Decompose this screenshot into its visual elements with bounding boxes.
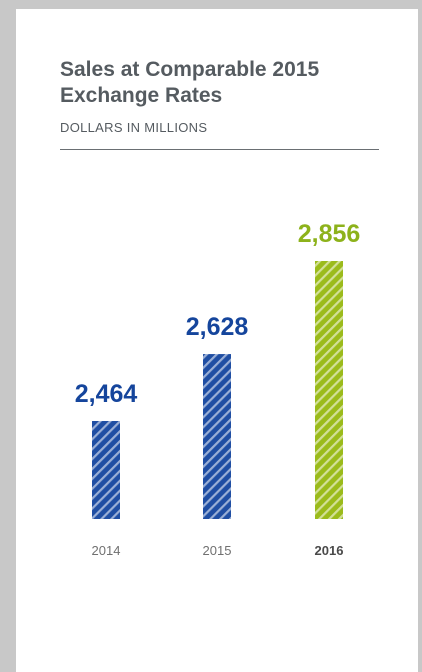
value-label-2016: 2,856 <box>298 220 361 248</box>
value-labels-layer: 2,464 2,628 2,856 <box>75 220 361 408</box>
category-label-2016: 2016 <box>315 543 344 558</box>
bar-2015 <box>203 354 231 519</box>
value-label-2015: 2,628 <box>186 313 249 341</box>
bar-2016 <box>315 261 343 519</box>
chart-card: Sales at Comparable 2015 Exchange Rates … <box>16 9 418 672</box>
title-divider <box>60 149 379 150</box>
category-label-2015: 2015 <box>203 543 232 558</box>
bars-layer <box>92 261 343 519</box>
category-axis: 2014 2015 2016 <box>92 543 344 558</box>
chart-title: Sales at Comparable 2015 Exchange Rates <box>60 58 320 107</box>
chart-subtitle: DOLLARS IN MILLIONS <box>60 120 208 135</box>
bar-2014 <box>92 421 120 519</box>
value-label-2014: 2,464 <box>75 380 138 408</box>
bar-chart: 2,464 2,628 2,856 2014 2015 2016 <box>75 220 361 558</box>
category-label-2014: 2014 <box>92 543 121 558</box>
